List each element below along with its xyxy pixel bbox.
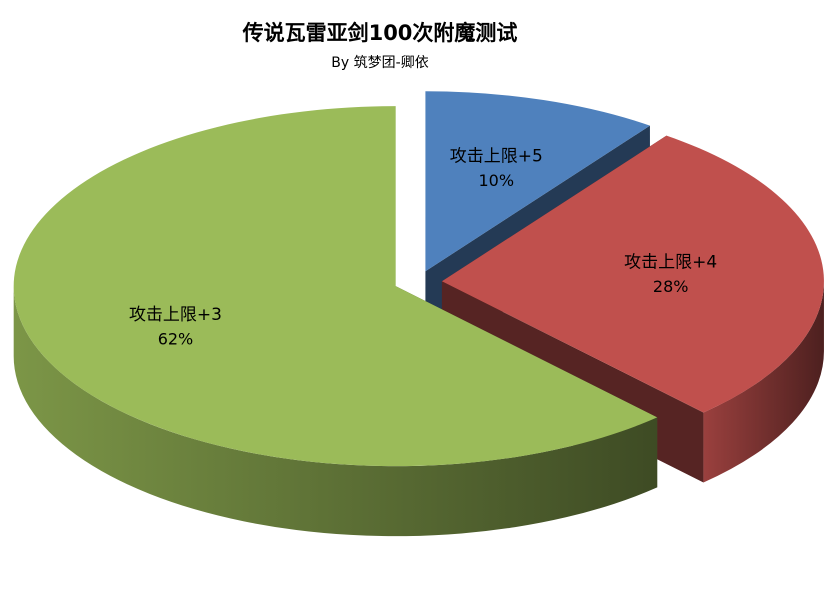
slice-side — [13, 286, 658, 537]
data-label-category: 攻击上限+4 — [624, 253, 717, 273]
data-label-category: 攻击上限+3 — [129, 305, 222, 325]
data-label-value: 10% — [478, 171, 514, 190]
pie-slice — [425, 91, 650, 272]
chart-title: 传说瓦雷亚剑100次附魔测试 — [242, 21, 518, 45]
data-label-category: 攻击上限+5 — [450, 147, 543, 167]
pie-slice — [441, 135, 824, 413]
data-label-value: 62% — [158, 330, 194, 349]
data-label-value: 28% — [653, 277, 689, 296]
slice-side — [703, 281, 824, 483]
chart-subtitle: By 筑梦团-卿依 — [331, 55, 428, 71]
pie-slice — [13, 106, 658, 467]
